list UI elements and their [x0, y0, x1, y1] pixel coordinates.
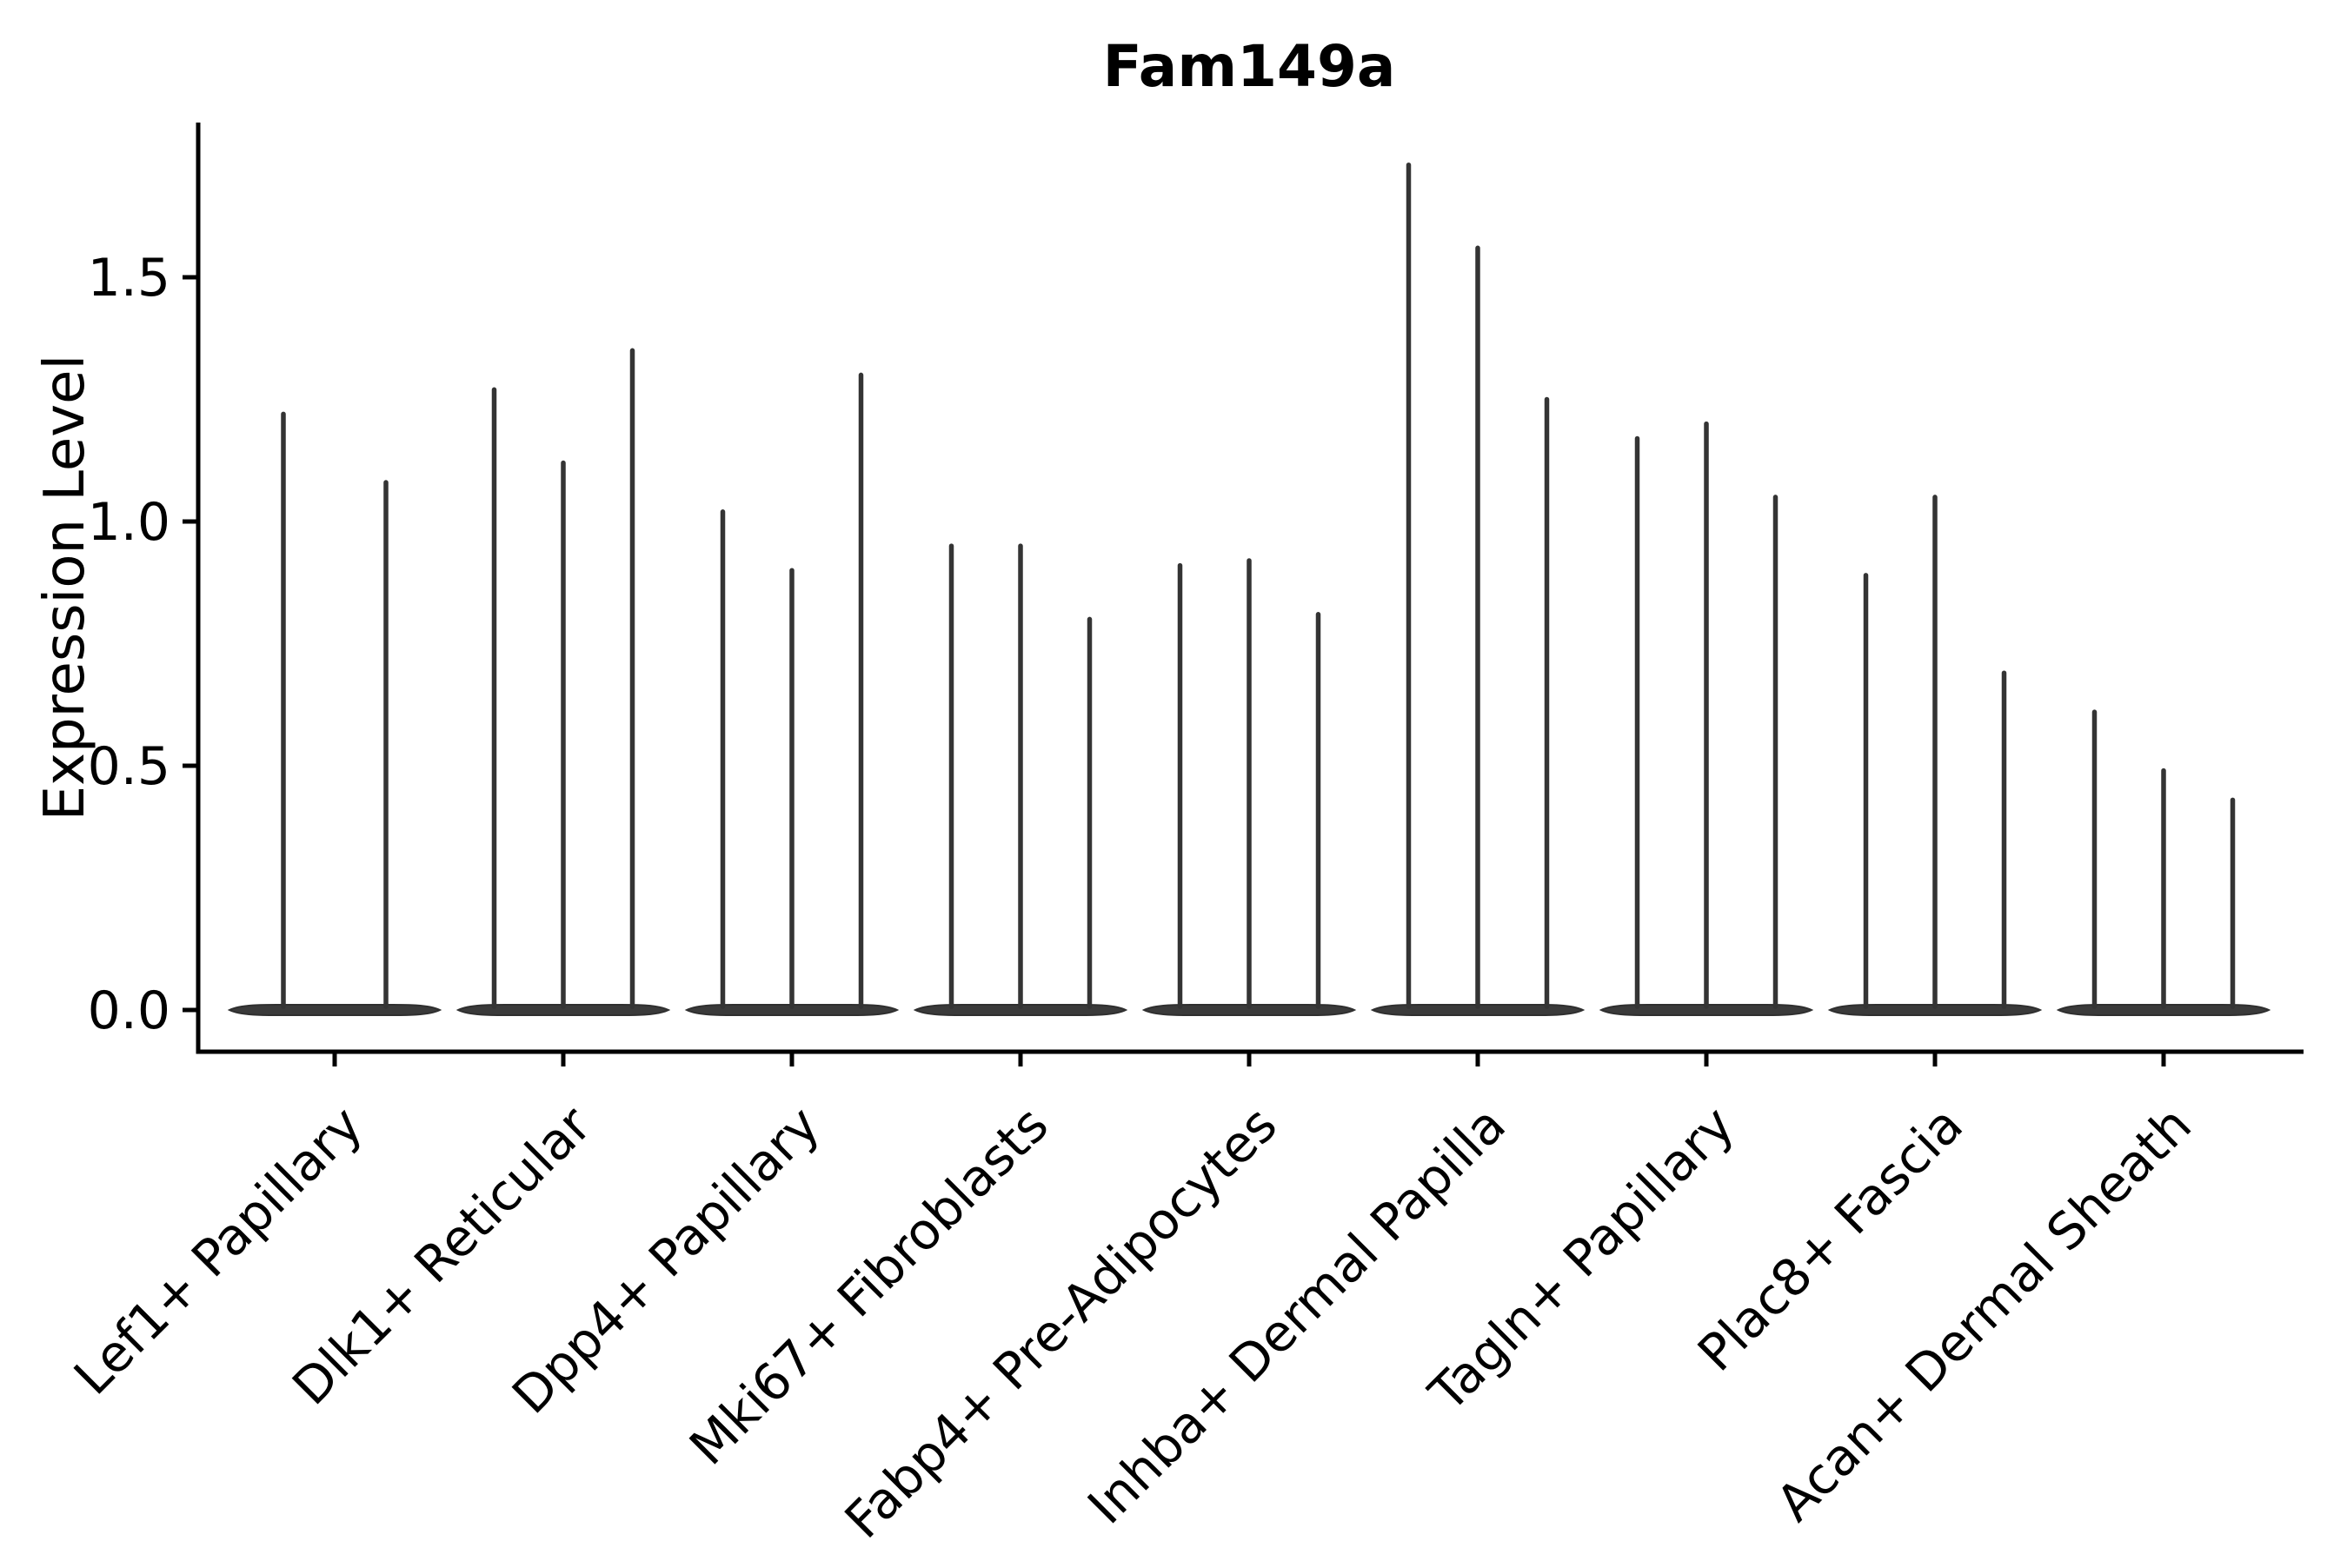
x-tick-label: Acan+ Dermal Sheath — [1765, 1095, 2202, 1532]
violin-base — [455, 1003, 671, 1017]
violin-base — [1141, 1003, 1357, 1017]
violin-base — [1370, 1003, 1586, 1017]
violin-base — [1827, 1003, 2043, 1017]
violin-bases — [227, 1003, 2271, 1017]
y-tick-label: 0.5 — [88, 736, 170, 797]
x-tick-label: Fabp4+ Pre-Adipocytes — [834, 1095, 1288, 1550]
violin-spikes — [281, 162, 2236, 1009]
y-axis-label: Expression Level — [33, 355, 97, 821]
violin-base — [684, 1003, 900, 1017]
violin-base — [913, 1003, 1128, 1017]
y-tick-label: 0.0 — [88, 980, 170, 1041]
y-tick-label: 1.0 — [88, 492, 170, 553]
y-axis-ticks: 0.0 0.5 1.0 1.5 — [88, 248, 198, 1041]
violin-base — [227, 1003, 442, 1017]
violin-base — [2056, 1003, 2271, 1017]
chart-title: Fam149a — [1103, 33, 1396, 100]
y-tick-label: 1.5 — [88, 248, 170, 309]
violin-base — [1599, 1003, 1814, 1017]
x-tick-label: Inhba+ Dermal Papilla — [1076, 1095, 1517, 1536]
